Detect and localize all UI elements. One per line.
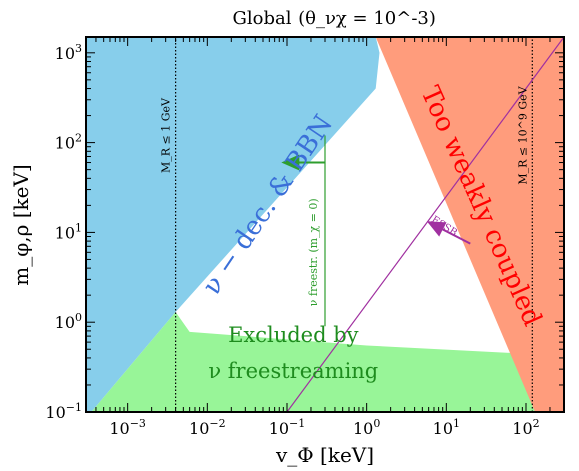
line-label-nu-freestr: ν freestr. (m_χ = 0) bbox=[307, 198, 320, 306]
axis-ticks bbox=[85, 37, 565, 413]
y-axis-label: m_φ,ρ [keV] bbox=[9, 164, 33, 285]
region-freestreaming bbox=[91, 312, 536, 412]
axis-tick-labels: 10−3 10−2 10−1 100 101 102 10−1 100 101 102 103 bbox=[45, 42, 539, 438]
line-essb bbox=[286, 37, 564, 412]
x-tick-label: 10−2 bbox=[189, 417, 226, 438]
chart-title-parameter: (θ_νχ = 10^-3) bbox=[298, 8, 436, 29]
region-too-weakly-coupled bbox=[375, 37, 564, 412]
y-tick-label: 101 bbox=[55, 221, 82, 242]
x-tick-label: 101 bbox=[433, 417, 460, 438]
x-tick-label: 102 bbox=[512, 417, 539, 438]
line-label-mr-1e9gev: M_R ≤ 10^9 GeV bbox=[516, 85, 529, 184]
region-label-freestreaming-line1: Excluded by bbox=[228, 323, 359, 347]
region-nu-dec-bbn bbox=[86, 37, 380, 412]
y-tick-label: 100 bbox=[55, 311, 82, 332]
y-tick-label: 10−1 bbox=[45, 401, 82, 422]
x-tick-label: 10−1 bbox=[269, 417, 306, 438]
line-label-mr-1gev: M_R ≤ 1 GeV bbox=[160, 97, 173, 173]
chart-title: Global bbox=[233, 8, 292, 29]
region-label-freestreaming-line2: ν freestreaming bbox=[208, 359, 378, 383]
arrow-essb bbox=[426, 221, 471, 245]
x-tick-label: 10−3 bbox=[109, 417, 146, 438]
x-axis-label: v_Φ [keV] bbox=[275, 443, 374, 467]
y-tick-label: 102 bbox=[55, 132, 82, 153]
x-tick-label: 100 bbox=[353, 417, 380, 438]
y-tick-label: 103 bbox=[55, 42, 82, 63]
